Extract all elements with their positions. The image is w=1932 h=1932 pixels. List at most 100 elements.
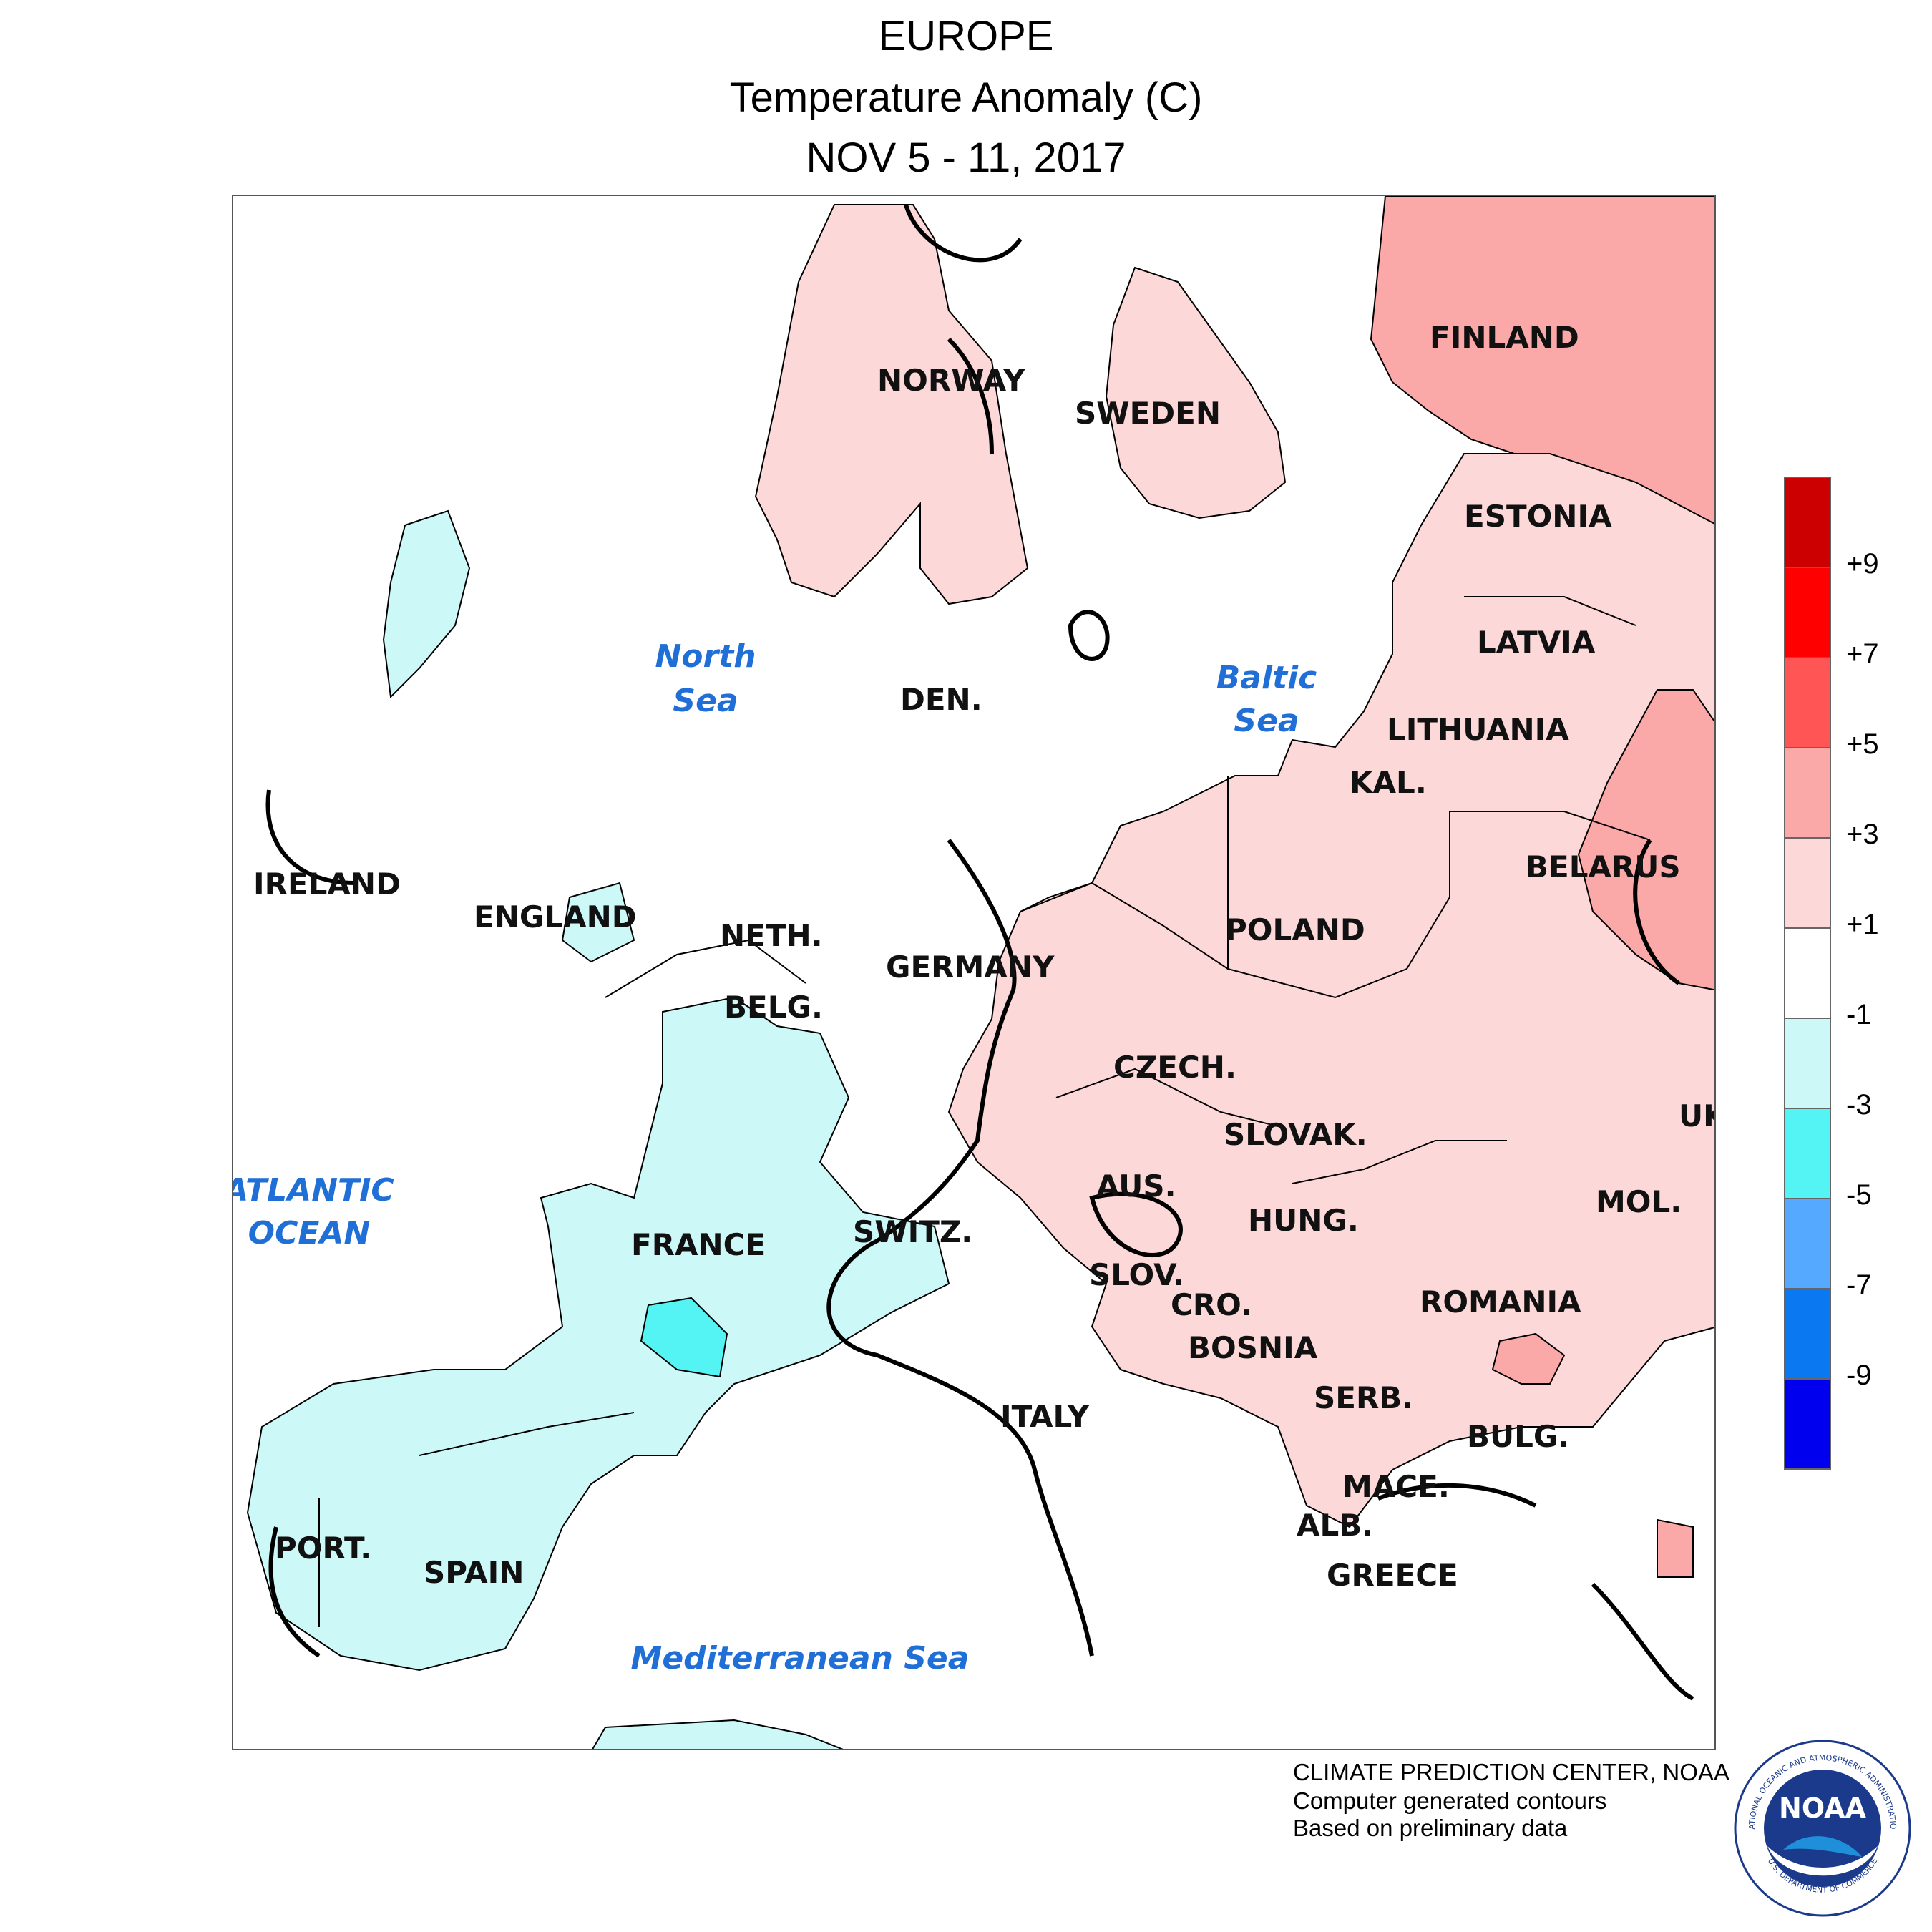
label-sweden: SWEDEN — [1075, 396, 1221, 431]
label-slovak: SLOVAK. — [1224, 1117, 1367, 1152]
label-den: DEN. — [900, 682, 982, 717]
label-serb: SERB. — [1314, 1380, 1413, 1415]
label-north-sea-2: Sea — [673, 683, 738, 719]
label-spain: SPAIN — [424, 1555, 524, 1590]
legend-tick-label: +5 — [1846, 728, 1879, 760]
label-latvia: LATVIA — [1477, 625, 1596, 660]
label-atlantic-1: ATLANTIC — [233, 1172, 394, 1209]
anomaly-region-norway — [754, 204, 1029, 605]
country-border — [1227, 776, 1450, 999]
contour-line — [1068, 610, 1110, 661]
legend-swatch — [1784, 1378, 1831, 1470]
anomaly-region-east — [947, 453, 1714, 1528]
label-belg: BELG. — [724, 990, 823, 1025]
label-alb: ALB. — [1297, 1508, 1373, 1543]
label-ireland: IRELAND — [253, 867, 401, 902]
legend-swatch — [1784, 1018, 1831, 1108]
anomaly-region-belarus — [1577, 689, 1714, 991]
label-bosnia: BOSNIA — [1188, 1330, 1318, 1365]
anomaly-region-west — [246, 996, 950, 1672]
contour-line — [1089, 1191, 1183, 1257]
label-germany: GERMANY — [886, 950, 1055, 985]
contour-line — [947, 337, 994, 454]
label-bulg: BULG. — [1467, 1419, 1569, 1454]
label-norway: NORWAY — [877, 363, 1025, 398]
anomaly-region-scotland — [382, 509, 471, 699]
label-finland: FINLAND — [1430, 320, 1579, 355]
legend-swatch — [1784, 477, 1831, 567]
label-aus: AUS. — [1096, 1169, 1176, 1204]
map-date-range: NOV 5 - 11, 2017 — [806, 135, 1126, 181]
legend-swatch — [1784, 567, 1831, 657]
contour-line — [268, 1526, 321, 1658]
legend-swatch — [1784, 747, 1831, 837]
map-panel: NORWAY SWEDEN FINLAND ESTONIA LATVIA LIT… — [232, 195, 1716, 1750]
label-mol: MOL. — [1596, 1184, 1682, 1219]
contour-line — [265, 789, 356, 885]
label-belarus: BELARUS — [1526, 849, 1681, 884]
contour-line — [1591, 1582, 1694, 1701]
legend-tick-label: -3 — [1846, 1089, 1872, 1121]
label-kal: KAL. — [1350, 765, 1427, 800]
legend-swatch — [1784, 1198, 1831, 1288]
legend-swatch — [1784, 657, 1831, 747]
map-subtitle: Temperature Anomaly (C) — [729, 74, 1203, 121]
label-lithuania: LITHUANIA — [1387, 712, 1569, 747]
label-port: PORT. — [275, 1531, 371, 1566]
country-border — [1450, 811, 1651, 841]
legend-tick-label: -1 — [1846, 999, 1872, 1030]
label-baltic-sea-1: Baltic — [1216, 660, 1317, 696]
label-france: FRANCE — [631, 1227, 766, 1262]
country-border — [1292, 1140, 1507, 1184]
label-czech: CZECH. — [1113, 1050, 1236, 1085]
anomaly-region-sweden — [1105, 266, 1287, 519]
label-mediterranean: Mediterranean Sea — [631, 1640, 970, 1677]
label-neth: NETH. — [720, 918, 823, 953]
country-border — [605, 939, 806, 998]
legend-tick-label: -7 — [1846, 1269, 1872, 1301]
noaa-logo-text: NOAA — [1779, 1792, 1866, 1824]
legend-swatch — [1784, 837, 1831, 927]
color-legend — [1784, 477, 1831, 1470]
legend-swatch — [1784, 1108, 1831, 1198]
label-uk: UK — [1679, 1098, 1716, 1133]
label-romania: ROMANIA — [1420, 1284, 1581, 1319]
anomaly-region-france-core — [640, 1297, 728, 1378]
legend-tick-label: +3 — [1846, 819, 1879, 850]
contour-line — [1377, 1483, 1537, 1508]
country-border — [419, 1412, 635, 1456]
legend-tick-label: -5 — [1846, 1179, 1872, 1211]
legend-tick-label: -9 — [1846, 1360, 1872, 1391]
country-border — [1020, 882, 1229, 970]
label-cro: CRO. — [1171, 1287, 1252, 1322]
label-slov: SLOV. — [1089, 1257, 1184, 1292]
credit-line-1: CLIMATE PREDICTION CENTER, NOAA — [1293, 1759, 1729, 1785]
label-greece: GREECE — [1327, 1558, 1458, 1593]
country-border — [1055, 1068, 1279, 1127]
anomaly-region-africa — [592, 1719, 844, 1749]
credit-line-2: Computer generated contours — [1293, 1787, 1607, 1814]
legend-swatch — [1784, 927, 1831, 1018]
legend-tick-label: +1 — [1846, 909, 1879, 940]
credit-line-3: Based on preliminary data — [1293, 1815, 1568, 1841]
country-border — [1464, 596, 1636, 626]
label-estonia: ESTONIA — [1464, 499, 1612, 534]
label-poland: POLAND — [1225, 912, 1365, 947]
legend-tick-label: +7 — [1846, 638, 1879, 670]
label-hung: HUNG. — [1248, 1203, 1359, 1238]
contour-line — [826, 839, 1094, 1657]
anomaly-region-england — [561, 882, 635, 963]
label-italy: ITALY — [1000, 1399, 1090, 1434]
label-england: ENGLAND — [474, 899, 637, 935]
label-north-sea-1: North — [655, 638, 756, 675]
contour-line — [1633, 839, 1680, 985]
legend-swatch — [1784, 1288, 1831, 1378]
map-title: EUROPE — [878, 13, 1054, 59]
legend-tick-label: +9 — [1846, 548, 1879, 580]
label-baltic-sea-2: Sea — [1234, 703, 1299, 739]
noaa-logo: NOAA NATIONAL OCEANIC AND ATMOSPHERIC AD… — [1733, 1739, 1911, 1917]
anomaly-map: NORWAY SWEDEN FINLAND ESTONIA LATVIA LIT… — [233, 196, 1716, 1749]
label-mace: MACE. — [1342, 1469, 1450, 1504]
label-switz: SWITZ. — [853, 1214, 972, 1249]
anomaly-region-romania — [1491, 1332, 1566, 1385]
